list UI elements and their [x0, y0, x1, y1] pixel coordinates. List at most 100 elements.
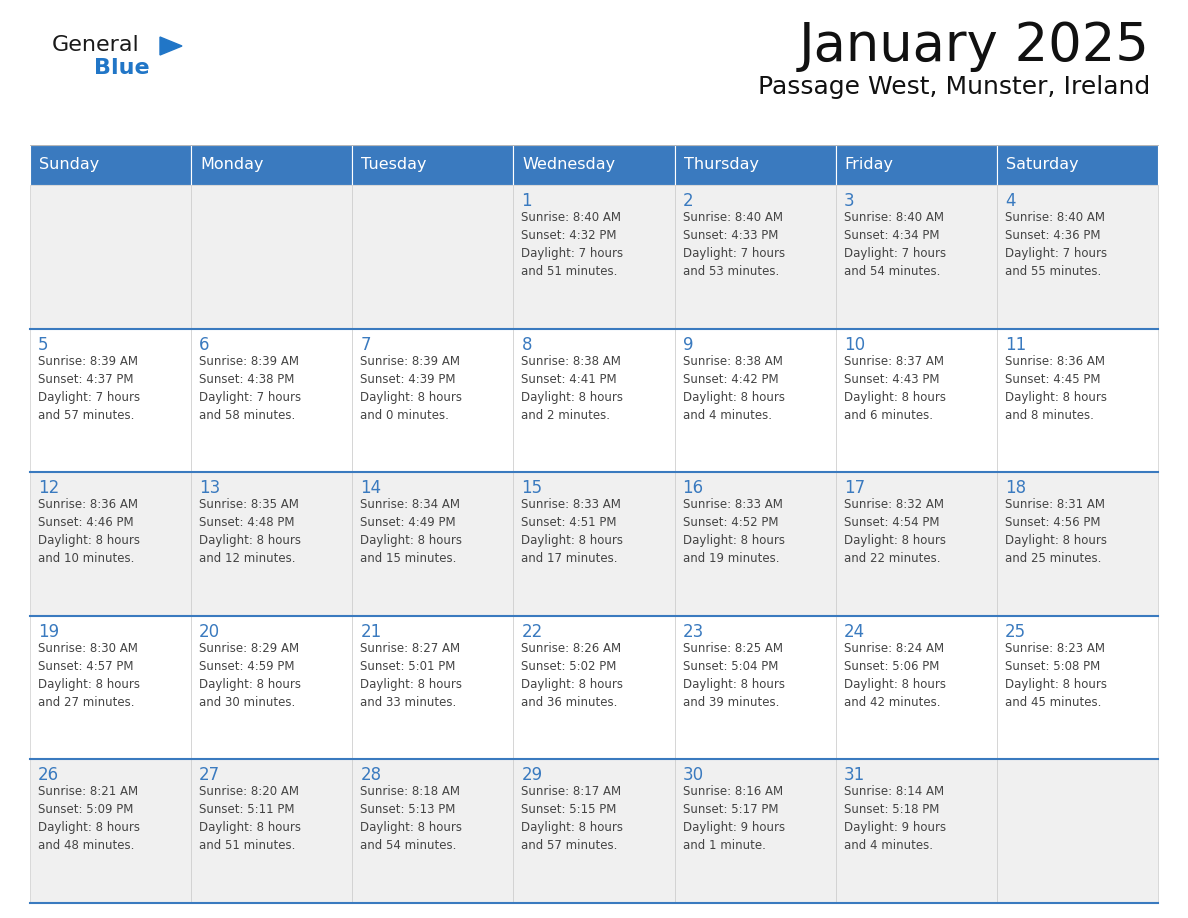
Text: Tuesday: Tuesday	[361, 158, 426, 173]
Text: 15: 15	[522, 479, 543, 498]
Text: 14: 14	[360, 479, 381, 498]
Text: 29: 29	[522, 767, 543, 784]
Text: Sunrise: 8:16 AM
Sunset: 5:17 PM
Daylight: 9 hours
and 1 minute.: Sunrise: 8:16 AM Sunset: 5:17 PM Dayligh…	[683, 786, 785, 853]
Text: 10: 10	[843, 336, 865, 353]
Text: Sunrise: 8:26 AM
Sunset: 5:02 PM
Daylight: 8 hours
and 36 minutes.: Sunrise: 8:26 AM Sunset: 5:02 PM Dayligh…	[522, 642, 624, 709]
Text: 9: 9	[683, 336, 693, 353]
Text: Sunrise: 8:40 AM
Sunset: 4:32 PM
Daylight: 7 hours
and 51 minutes.: Sunrise: 8:40 AM Sunset: 4:32 PM Dayligh…	[522, 211, 624, 278]
Text: Sunrise: 8:38 AM
Sunset: 4:42 PM
Daylight: 8 hours
and 4 minutes.: Sunrise: 8:38 AM Sunset: 4:42 PM Dayligh…	[683, 354, 784, 421]
Text: Sunrise: 8:39 AM
Sunset: 4:39 PM
Daylight: 8 hours
and 0 minutes.: Sunrise: 8:39 AM Sunset: 4:39 PM Dayligh…	[360, 354, 462, 421]
Text: 23: 23	[683, 622, 703, 641]
Bar	[675, 329, 835, 472]
Bar	[835, 185, 997, 329]
Text: Sunday: Sunday	[39, 158, 100, 173]
Text: Sunrise: 8:32 AM
Sunset: 4:54 PM
Daylight: 8 hours
and 22 minutes.: Sunrise: 8:32 AM Sunset: 4:54 PM Dayligh…	[843, 498, 946, 565]
Bar	[191, 185, 353, 329]
Bar	[30, 185, 191, 329]
Text: 26: 26	[38, 767, 59, 784]
Bar	[30, 759, 191, 903]
Text: Sunrise: 8:37 AM
Sunset: 4:43 PM
Daylight: 8 hours
and 6 minutes.: Sunrise: 8:37 AM Sunset: 4:43 PM Dayligh…	[843, 354, 946, 421]
Text: Sunrise: 8:40 AM
Sunset: 4:36 PM
Daylight: 7 hours
and 55 minutes.: Sunrise: 8:40 AM Sunset: 4:36 PM Dayligh…	[1005, 211, 1107, 278]
Bar	[513, 759, 675, 903]
Text: 21: 21	[360, 622, 381, 641]
Bar	[353, 616, 513, 759]
Text: Sunrise: 8:25 AM
Sunset: 5:04 PM
Daylight: 8 hours
and 39 minutes.: Sunrise: 8:25 AM Sunset: 5:04 PM Dayligh…	[683, 642, 784, 709]
Bar	[997, 616, 1158, 759]
Bar	[675, 185, 835, 329]
Text: Sunrise: 8:30 AM
Sunset: 4:57 PM
Daylight: 8 hours
and 27 minutes.: Sunrise: 8:30 AM Sunset: 4:57 PM Dayligh…	[38, 642, 140, 709]
Text: Sunrise: 8:17 AM
Sunset: 5:15 PM
Daylight: 8 hours
and 57 minutes.: Sunrise: 8:17 AM Sunset: 5:15 PM Dayligh…	[522, 786, 624, 853]
Text: 17: 17	[843, 479, 865, 498]
Text: 25: 25	[1005, 622, 1026, 641]
Text: 20: 20	[200, 622, 220, 641]
Text: Friday: Friday	[845, 158, 893, 173]
Bar	[997, 329, 1158, 472]
Text: Sunrise: 8:20 AM
Sunset: 5:11 PM
Daylight: 8 hours
and 51 minutes.: Sunrise: 8:20 AM Sunset: 5:11 PM Dayligh…	[200, 786, 301, 853]
Text: 3: 3	[843, 192, 854, 210]
Text: 6: 6	[200, 336, 209, 353]
Bar	[835, 145, 997, 185]
Text: 12: 12	[38, 479, 59, 498]
Text: 13: 13	[200, 479, 221, 498]
Text: 7: 7	[360, 336, 371, 353]
Text: Sunrise: 8:36 AM
Sunset: 4:45 PM
Daylight: 8 hours
and 8 minutes.: Sunrise: 8:36 AM Sunset: 4:45 PM Dayligh…	[1005, 354, 1107, 421]
Text: 8: 8	[522, 336, 532, 353]
Text: 4: 4	[1005, 192, 1016, 210]
Text: General: General	[52, 35, 140, 55]
Bar	[997, 185, 1158, 329]
Bar	[191, 329, 353, 472]
Bar	[675, 472, 835, 616]
Bar	[997, 472, 1158, 616]
Bar	[835, 329, 997, 472]
Text: Sunrise: 8:23 AM
Sunset: 5:08 PM
Daylight: 8 hours
and 45 minutes.: Sunrise: 8:23 AM Sunset: 5:08 PM Dayligh…	[1005, 642, 1107, 709]
Text: 27: 27	[200, 767, 220, 784]
Text: 30: 30	[683, 767, 703, 784]
Text: 1: 1	[522, 192, 532, 210]
Text: Sunrise: 8:34 AM
Sunset: 4:49 PM
Daylight: 8 hours
and 15 minutes.: Sunrise: 8:34 AM Sunset: 4:49 PM Dayligh…	[360, 498, 462, 565]
Bar	[835, 472, 997, 616]
Text: Thursday: Thursday	[683, 158, 759, 173]
Text: 18: 18	[1005, 479, 1026, 498]
Text: 2: 2	[683, 192, 693, 210]
Bar	[513, 472, 675, 616]
Bar	[513, 329, 675, 472]
Text: Sunrise: 8:36 AM
Sunset: 4:46 PM
Daylight: 8 hours
and 10 minutes.: Sunrise: 8:36 AM Sunset: 4:46 PM Dayligh…	[38, 498, 140, 565]
Bar	[997, 759, 1158, 903]
Text: Saturday: Saturday	[1006, 158, 1079, 173]
Bar	[353, 759, 513, 903]
Text: 11: 11	[1005, 336, 1026, 353]
Polygon shape	[160, 37, 182, 55]
Text: 31: 31	[843, 767, 865, 784]
Bar	[353, 472, 513, 616]
Text: Passage West, Munster, Ireland: Passage West, Munster, Ireland	[758, 75, 1150, 99]
Bar	[30, 472, 191, 616]
Bar	[30, 616, 191, 759]
Text: Sunrise: 8:31 AM
Sunset: 4:56 PM
Daylight: 8 hours
and 25 minutes.: Sunrise: 8:31 AM Sunset: 4:56 PM Dayligh…	[1005, 498, 1107, 565]
Text: Sunrise: 8:24 AM
Sunset: 5:06 PM
Daylight: 8 hours
and 42 minutes.: Sunrise: 8:24 AM Sunset: 5:06 PM Dayligh…	[843, 642, 946, 709]
Text: Sunrise: 8:33 AM
Sunset: 4:52 PM
Daylight: 8 hours
and 19 minutes.: Sunrise: 8:33 AM Sunset: 4:52 PM Dayligh…	[683, 498, 784, 565]
Text: 28: 28	[360, 767, 381, 784]
Bar	[835, 759, 997, 903]
Bar	[353, 185, 513, 329]
Text: 24: 24	[843, 622, 865, 641]
Text: 16: 16	[683, 479, 703, 498]
Bar	[835, 616, 997, 759]
Text: Sunrise: 8:39 AM
Sunset: 4:38 PM
Daylight: 7 hours
and 58 minutes.: Sunrise: 8:39 AM Sunset: 4:38 PM Dayligh…	[200, 354, 302, 421]
Text: Sunrise: 8:38 AM
Sunset: 4:41 PM
Daylight: 8 hours
and 2 minutes.: Sunrise: 8:38 AM Sunset: 4:41 PM Dayligh…	[522, 354, 624, 421]
Text: Wednesday: Wednesday	[523, 158, 615, 173]
Text: Blue: Blue	[94, 58, 150, 78]
Text: Sunrise: 8:27 AM
Sunset: 5:01 PM
Daylight: 8 hours
and 33 minutes.: Sunrise: 8:27 AM Sunset: 5:01 PM Dayligh…	[360, 642, 462, 709]
Bar	[191, 616, 353, 759]
Bar	[513, 185, 675, 329]
Bar	[513, 145, 675, 185]
Bar	[30, 329, 191, 472]
Bar	[191, 759, 353, 903]
Text: Sunrise: 8:40 AM
Sunset: 4:33 PM
Daylight: 7 hours
and 53 minutes.: Sunrise: 8:40 AM Sunset: 4:33 PM Dayligh…	[683, 211, 785, 278]
Text: Sunrise: 8:33 AM
Sunset: 4:51 PM
Daylight: 8 hours
and 17 minutes.: Sunrise: 8:33 AM Sunset: 4:51 PM Dayligh…	[522, 498, 624, 565]
Text: Sunrise: 8:14 AM
Sunset: 5:18 PM
Daylight: 9 hours
and 4 minutes.: Sunrise: 8:14 AM Sunset: 5:18 PM Dayligh…	[843, 786, 946, 853]
Text: Sunrise: 8:39 AM
Sunset: 4:37 PM
Daylight: 7 hours
and 57 minutes.: Sunrise: 8:39 AM Sunset: 4:37 PM Dayligh…	[38, 354, 140, 421]
Text: 22: 22	[522, 622, 543, 641]
Bar	[191, 472, 353, 616]
Bar	[675, 759, 835, 903]
Bar	[675, 616, 835, 759]
